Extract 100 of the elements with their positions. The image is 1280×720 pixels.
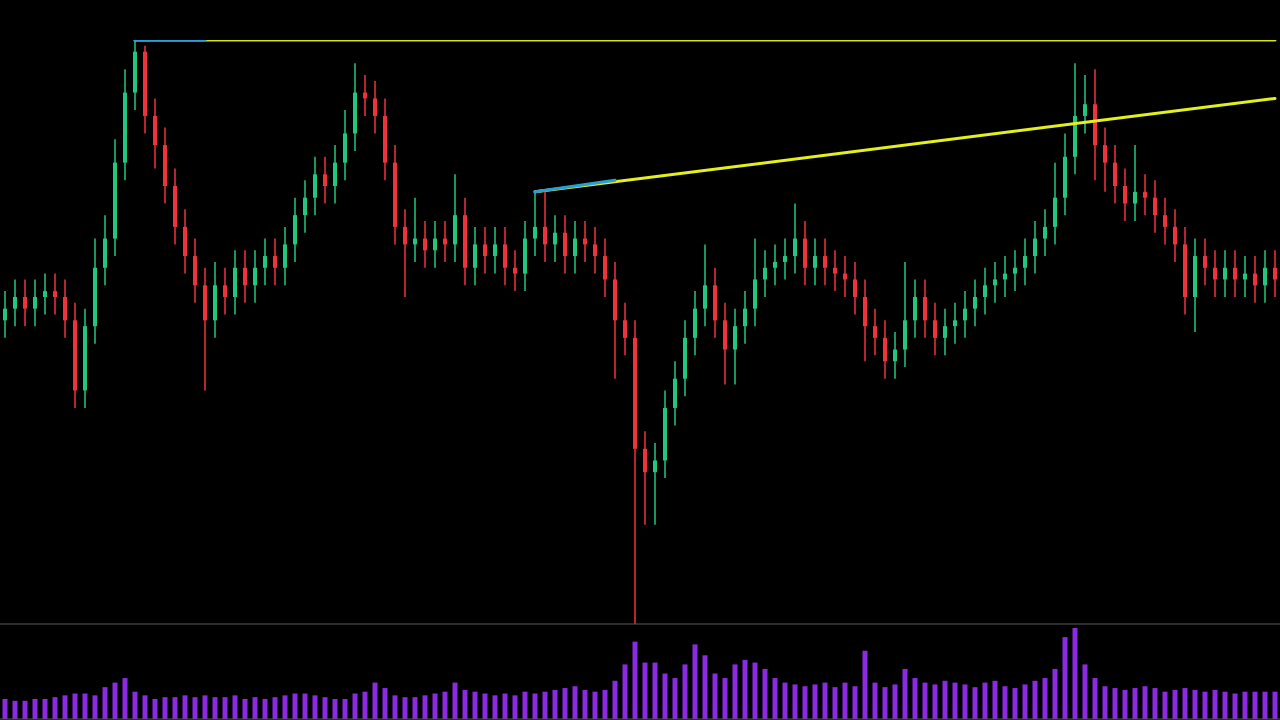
bar (652, 662, 658, 719)
bar (52, 697, 58, 719)
bar (1162, 691, 1168, 719)
candlestick (953, 302, 957, 345)
bar (502, 693, 508, 719)
candlestick (553, 214, 557, 263)
candlestick (1123, 167, 1127, 222)
bar (1052, 668, 1058, 719)
candlestick (703, 243, 707, 327)
candlestick (653, 442, 657, 526)
candlestick (1273, 249, 1277, 298)
candlestick (303, 179, 307, 234)
candlestick (1163, 196, 1167, 246)
bar (882, 687, 888, 719)
bar (512, 695, 518, 719)
candlestick (943, 307, 947, 357)
candlestick (253, 249, 257, 304)
bar (562, 688, 568, 719)
bar (722, 678, 728, 719)
bar (1212, 689, 1218, 719)
bar (1252, 691, 1258, 719)
candlestick (1223, 249, 1227, 298)
bar (1112, 688, 1118, 719)
bar (232, 695, 238, 719)
candlestick (733, 307, 737, 386)
bar (1062, 637, 1068, 719)
candlestick (323, 156, 327, 205)
bar (1142, 686, 1148, 719)
bar (1102, 686, 1108, 719)
bar (472, 691, 478, 719)
bar (912, 678, 918, 719)
bar (892, 684, 898, 719)
bar (1082, 664, 1088, 719)
bar (192, 697, 198, 719)
candlestick (473, 226, 477, 287)
candlestick (1173, 208, 1177, 263)
bar (1192, 689, 1198, 719)
bar (1232, 693, 1238, 719)
candlestick (493, 226, 497, 275)
bar (702, 655, 708, 719)
candlestick (563, 214, 567, 275)
candlestick (1083, 74, 1087, 135)
bar (252, 697, 258, 719)
candlestick (783, 237, 787, 281)
candlestick (283, 226, 287, 287)
bar (1222, 691, 1228, 719)
bar (22, 700, 28, 719)
bar (42, 698, 48, 719)
candlestick (43, 272, 47, 316)
bar (222, 697, 228, 719)
bar (1122, 689, 1128, 719)
bar (852, 686, 858, 719)
candlestick (833, 249, 837, 292)
bar (242, 698, 248, 719)
candlestick (373, 80, 377, 135)
candlestick (1113, 144, 1117, 205)
candlestick (603, 237, 607, 298)
bar (1022, 684, 1028, 719)
bar (732, 664, 738, 719)
bar (1072, 628, 1078, 719)
candlestick (813, 237, 817, 287)
bar (1012, 688, 1018, 719)
bar (622, 664, 628, 719)
candlestick (423, 220, 427, 269)
candlestick (33, 278, 37, 327)
candlestick (1043, 208, 1047, 257)
bar (312, 695, 318, 719)
bar (12, 700, 18, 719)
bar (712, 673, 718, 719)
bar (522, 691, 528, 719)
candlestick (743, 290, 747, 345)
candlestick (593, 226, 597, 275)
bar (282, 695, 288, 719)
candlestick (1233, 249, 1237, 298)
bar (462, 689, 468, 719)
candlestick (643, 430, 647, 526)
bar (542, 691, 548, 719)
bar (592, 691, 598, 719)
bar (262, 698, 268, 719)
bar (32, 698, 38, 719)
bar (582, 689, 588, 719)
bar (872, 682, 878, 719)
candlestick (3, 290, 7, 339)
bar (822, 682, 828, 719)
bar (1272, 691, 1278, 719)
candlestick (1203, 237, 1207, 287)
bar (972, 687, 978, 719)
bar (392, 695, 398, 719)
bar (402, 697, 408, 719)
candlestick (923, 278, 927, 339)
bar (982, 682, 988, 719)
candlestick (13, 278, 17, 327)
candlestick (1263, 249, 1267, 304)
bar (212, 697, 218, 719)
bar (922, 682, 928, 719)
bar (842, 682, 848, 719)
bar (632, 641, 638, 719)
candlestick (243, 249, 247, 304)
bar (202, 695, 208, 719)
bar (352, 693, 358, 719)
